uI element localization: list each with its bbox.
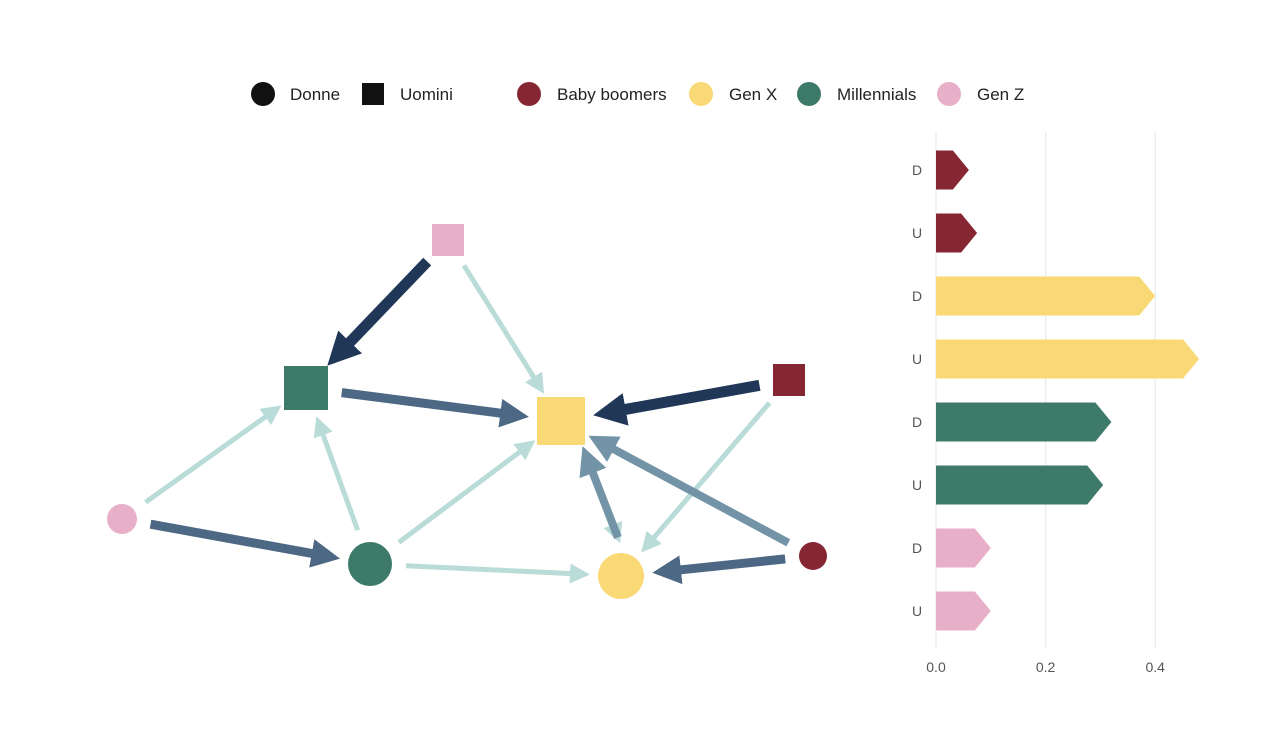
edge-boom-d-to-genx-d [652, 554, 786, 585]
bar-baby-boomers-u [936, 213, 978, 253]
y-tick-label: U [912, 477, 922, 493]
node-mill-d [348, 542, 392, 586]
edge-boom-u-to-genx-d [641, 401, 772, 553]
legend-swatch-gen-z [937, 82, 961, 106]
node-genx-d [598, 553, 644, 599]
edge-boom-d-to-genx-u [588, 435, 791, 547]
legend-swatch-millennials [797, 82, 821, 106]
node-genz-u [432, 224, 464, 256]
bar-gen-z-u [936, 591, 991, 631]
legend-item-gen-z: Gen Z [937, 82, 1024, 106]
legend-circle-marker [251, 82, 275, 106]
y-tick-label: U [912, 351, 922, 367]
bar-chart-x-ticks: 0.0 0.2 0.4 [926, 659, 1165, 675]
y-tick-label: D [912, 288, 922, 304]
x-tick-label: 0.0 [926, 659, 946, 675]
bar-millennials-d [936, 402, 1112, 442]
legend-item-donne: Donne [251, 82, 340, 106]
edge-mill-u-to-genx-u [341, 388, 529, 428]
y-tick-label: D [912, 540, 922, 556]
y-tick-label: D [912, 162, 922, 178]
bar-chart-bars [936, 150, 1200, 631]
network-edges [144, 257, 791, 585]
legend: Donne Uomini Baby boomers Gen X Millenni… [251, 82, 1024, 106]
network-graph [107, 224, 827, 599]
node-boom-u [773, 364, 805, 396]
bar-gen-x-u [936, 339, 1200, 379]
x-tick-label: 0.2 [1036, 659, 1056, 675]
edge-mill-d-to-genx-u [397, 440, 536, 545]
node-genz-d [107, 504, 137, 534]
x-tick-label: 0.4 [1145, 659, 1165, 675]
edge-genz-u-to-genx-u [461, 264, 545, 394]
edge-genx-d-to-genx-u [579, 446, 622, 539]
bar-chart: D U D U D U D U 0.0 0.2 0.4 [912, 132, 1200, 675]
node-boom-d [799, 542, 827, 570]
edge-mill-d-to-genx-d [405, 563, 590, 584]
edge-mill-d-to-mill-u [313, 416, 361, 532]
legend-item-uomini: Uomini [362, 83, 453, 105]
legend-label-millennials: Millennials [837, 85, 916, 104]
bar-gen-x-d [936, 276, 1156, 316]
legend-swatch-gen-x [689, 82, 713, 106]
legend-label-donne: Donne [290, 85, 340, 104]
y-tick-label: D [912, 414, 922, 430]
legend-item-baby-boomers: Baby boomers [517, 82, 667, 106]
legend-item-gen-x: Gen X [689, 82, 777, 106]
y-tick-label: U [912, 603, 922, 619]
edge-genz-d-to-mill-u [144, 405, 282, 505]
legend-item-millennials: Millennials [797, 82, 916, 106]
legend-label-uomini: Uomini [400, 85, 453, 104]
bar-chart-grid [935, 132, 1156, 648]
legend-label-gen-z: Gen Z [977, 85, 1024, 104]
edge-genz-d-to-mill-d [149, 519, 341, 568]
edge-genz-u-to-mill-u [327, 257, 432, 366]
legend-label-baby-boomers: Baby boomers [557, 85, 667, 104]
bar-baby-boomers-d [936, 150, 969, 190]
bar-chart-y-labels: D U D U D U D U [912, 162, 922, 619]
network-nodes [107, 224, 827, 599]
legend-swatch-baby-boomers [517, 82, 541, 106]
bar-gen-z-d [936, 528, 991, 568]
legend-label-gen-x: Gen X [729, 85, 777, 104]
edge-boom-u-to-genx-u [593, 379, 761, 426]
legend-square-marker [362, 83, 384, 105]
node-mill-u [284, 366, 328, 410]
bar-millennials-u [936, 465, 1104, 505]
node-genx-u [537, 397, 585, 445]
y-tick-label: U [912, 225, 922, 241]
